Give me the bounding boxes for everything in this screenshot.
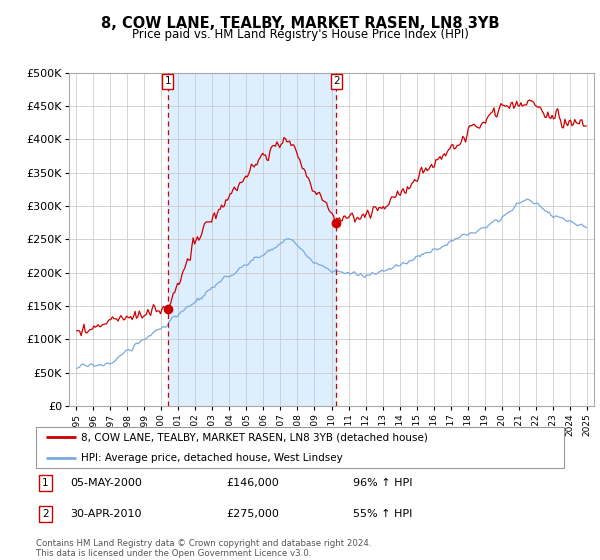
Text: 55% ↑ HPI: 55% ↑ HPI [353,509,412,519]
Text: Contains HM Land Registry data © Crown copyright and database right 2024.
This d: Contains HM Land Registry data © Crown c… [36,539,371,558]
Text: 8, COW LANE, TEALBY, MARKET RASEN, LN8 3YB (detached house): 8, COW LANE, TEALBY, MARKET RASEN, LN8 3… [81,432,428,442]
FancyBboxPatch shape [36,427,564,468]
Text: 2: 2 [42,509,49,519]
Text: 05-MAY-2000: 05-MAY-2000 [70,478,142,488]
Bar [167,73,337,406]
Text: 2: 2 [333,77,340,86]
Text: Price paid vs. HM Land Registry's House Price Index (HPI): Price paid vs. HM Land Registry's House … [131,28,469,41]
Text: £275,000: £275,000 [226,509,279,519]
Text: 1: 1 [164,77,171,86]
Text: 8, COW LANE, TEALBY, MARKET RASEN, LN8 3YB: 8, COW LANE, TEALBY, MARKET RASEN, LN8 3… [101,16,499,31]
Text: £146,000: £146,000 [226,478,279,488]
Text: 30-APR-2010: 30-APR-2010 [70,509,142,519]
Text: HPI: Average price, detached house, West Lindsey: HPI: Average price, detached house, West… [81,452,343,463]
Text: 1: 1 [42,478,49,488]
Text: 96% ↑ HPI: 96% ↑ HPI [353,478,412,488]
